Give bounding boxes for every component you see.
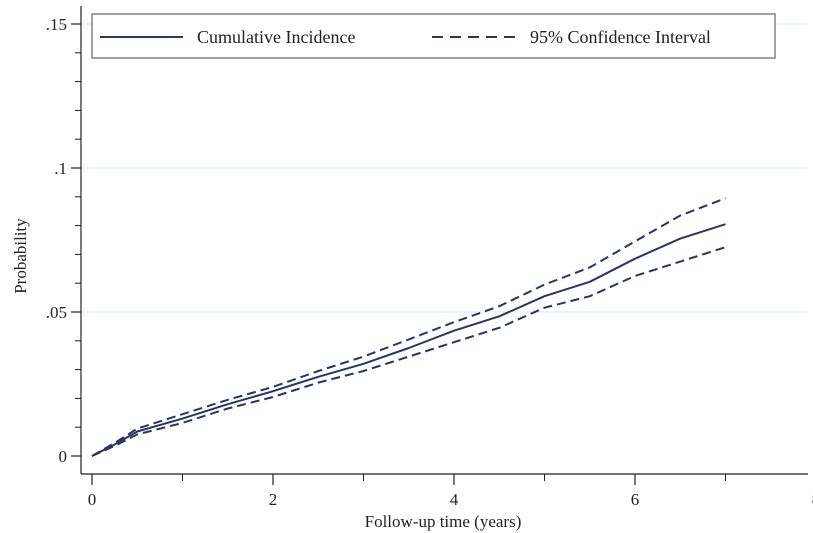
y-tick-label: .05: [46, 303, 67, 322]
grid-lines: [82, 23, 808, 313]
series: [91, 197, 726, 457]
x-tick-label: 6: [631, 490, 640, 509]
series-line: [91, 197, 726, 457]
series-line: [91, 246, 726, 457]
ticks: 0 .05 .1 .15 0 2 4 6 8: [46, 15, 813, 509]
y-tick-label: .1: [54, 159, 67, 178]
axes: [80, 6, 808, 475]
x-tick-label: 4: [450, 490, 459, 509]
legend-label-cumulative-incidence: Cumulative Incidence: [197, 27, 355, 47]
x-tick-label: 8: [812, 490, 813, 509]
y-tick-label: 0: [59, 447, 68, 466]
legend-label-confidence-interval: 95% Confidence Interval: [530, 27, 711, 47]
x-axis-title: Follow-up time (years): [365, 512, 522, 531]
legend: Cumulative Incidence 95% Confidence Inte…: [91, 13, 776, 59]
y-tick-label: .15: [46, 15, 67, 34]
x-tick-label: 0: [88, 490, 97, 509]
x-tick-label: 2: [269, 490, 278, 509]
y-axis-title: Probability: [11, 218, 30, 294]
series-line: [91, 223, 726, 457]
